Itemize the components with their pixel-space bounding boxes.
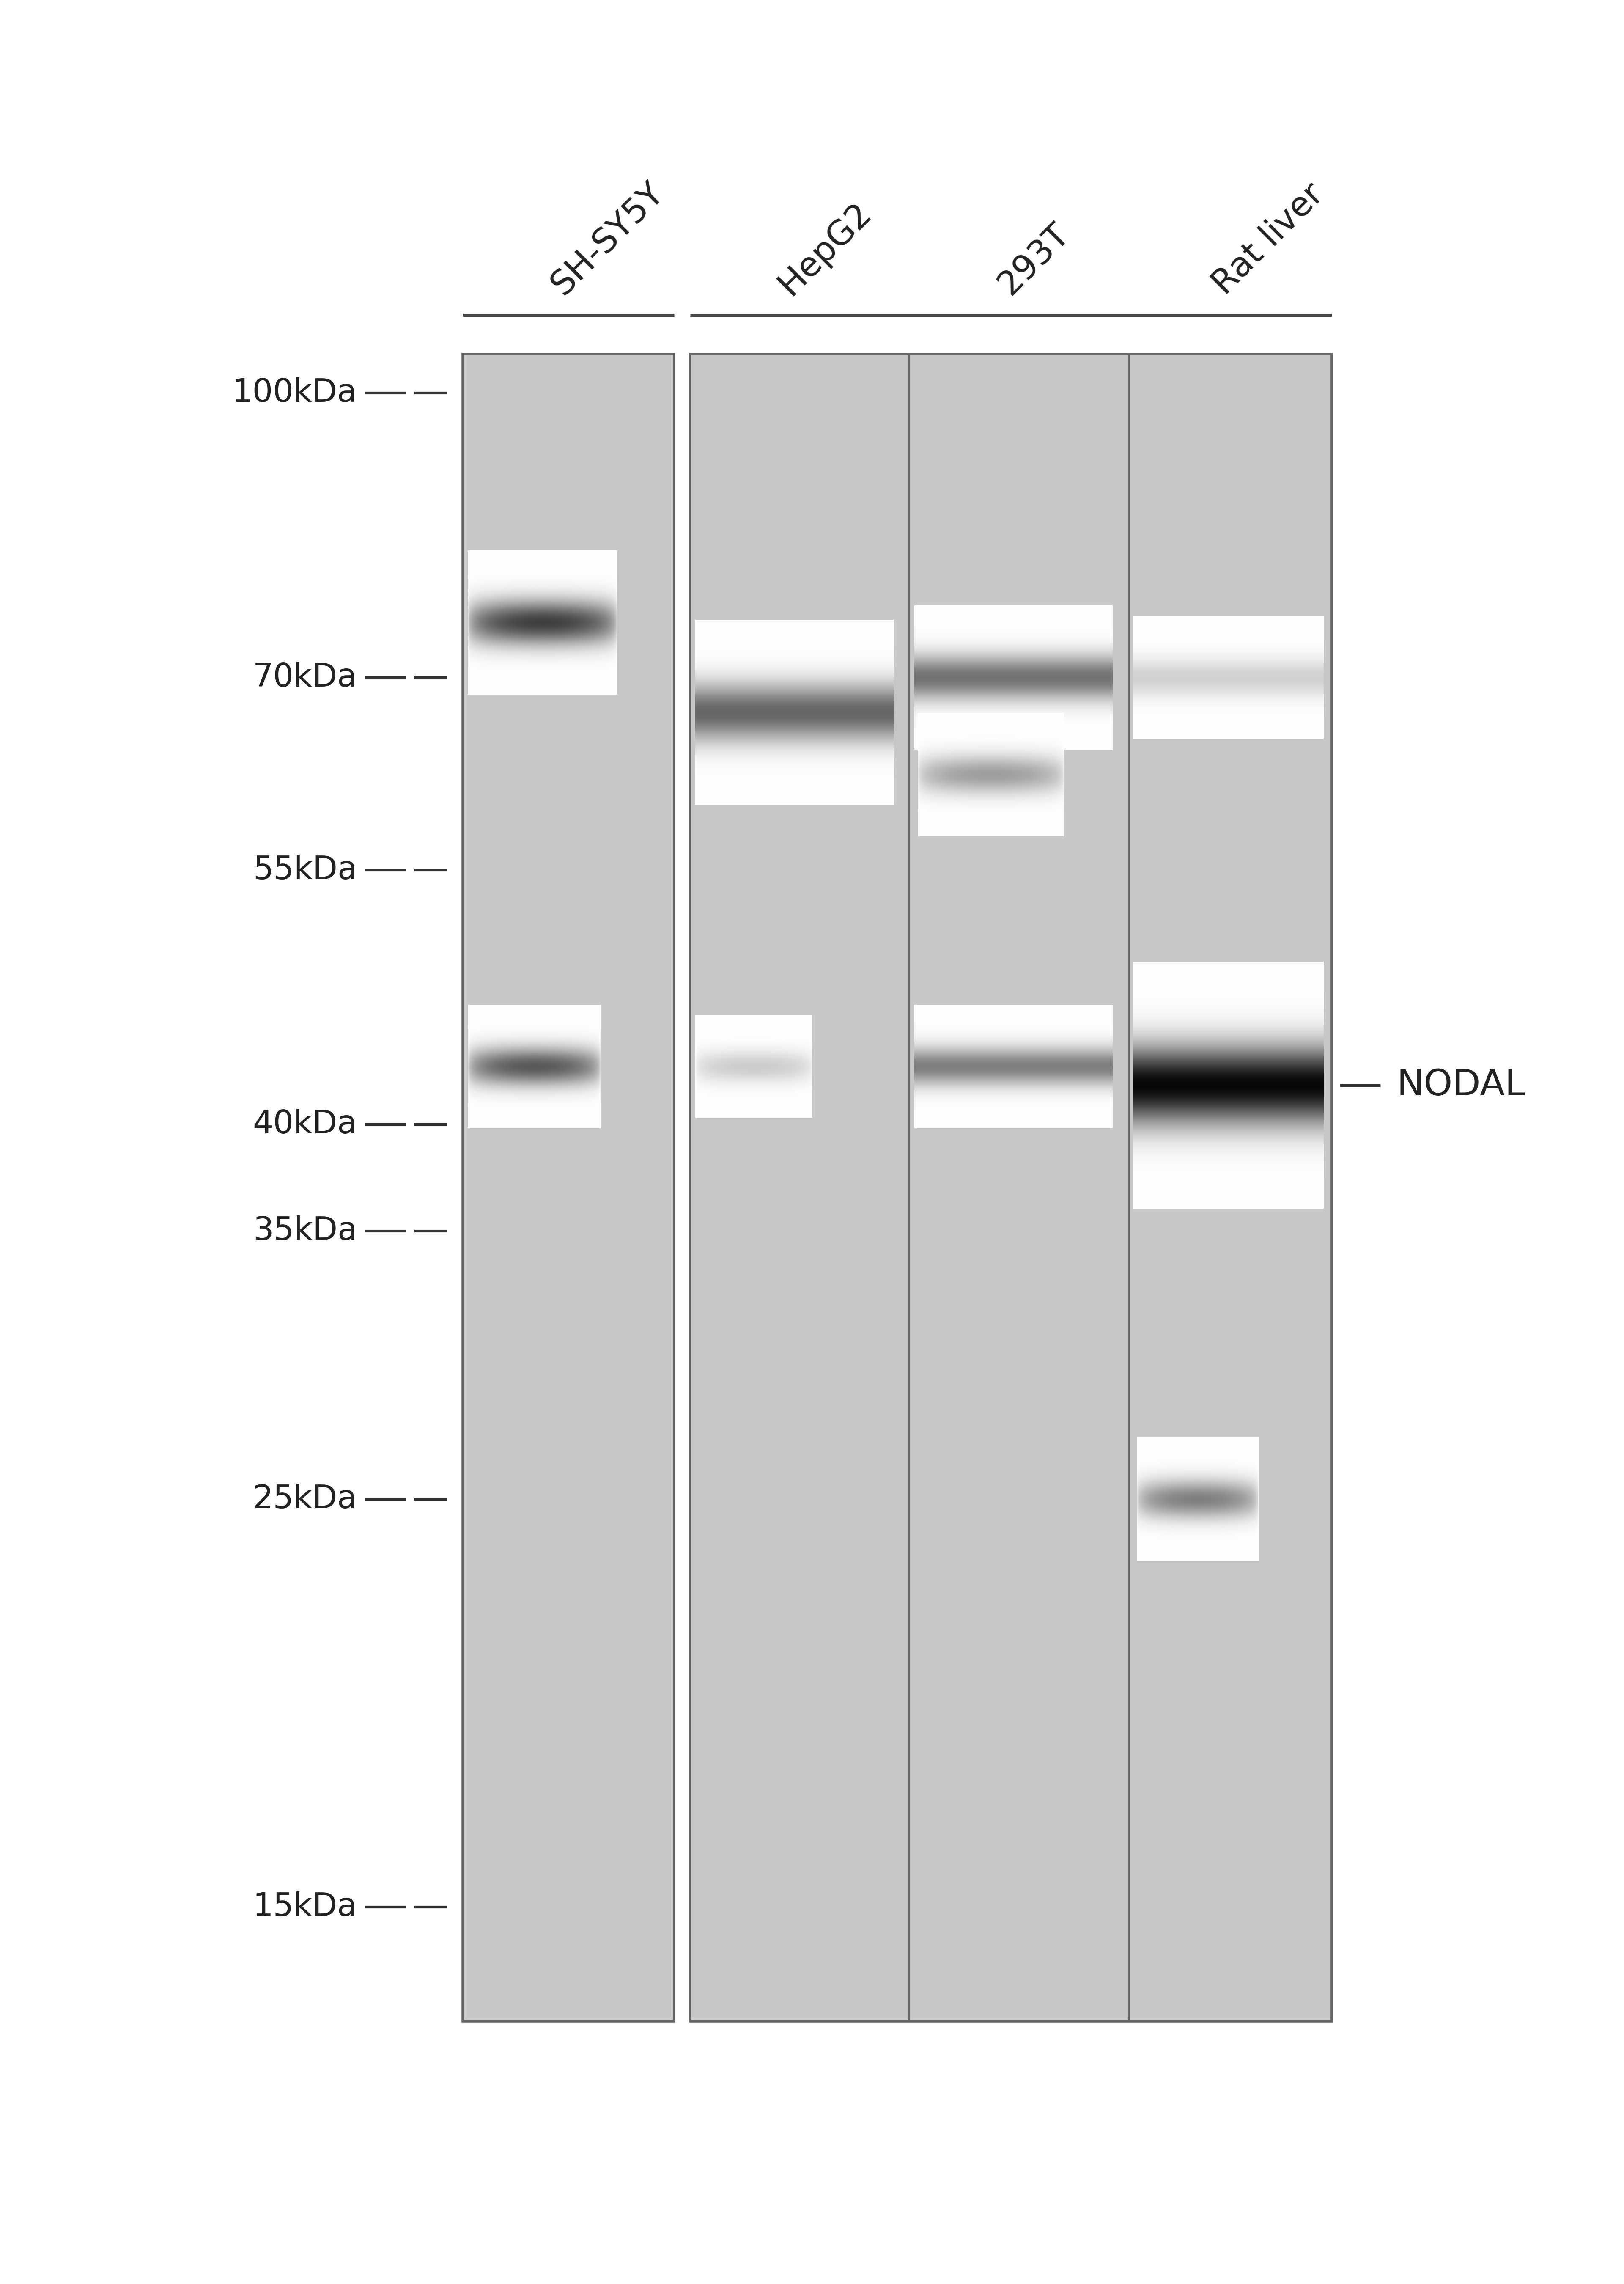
Text: 100kDa: 100kDa: [232, 377, 357, 409]
Text: 15kDa: 15kDa: [253, 1891, 357, 1923]
Text: 25kDa: 25kDa: [253, 1485, 357, 1514]
Bar: [690, 354, 1332, 2021]
Text: 70kDa: 70kDa: [253, 662, 357, 694]
Text: NODAL: NODAL: [1397, 1069, 1525, 1103]
Text: 293T: 293T: [992, 217, 1075, 301]
Text: SH-SY5Y: SH-SY5Y: [546, 176, 671, 301]
Text: 55kDa: 55kDa: [253, 854, 357, 886]
Text: 40kDa: 40kDa: [253, 1108, 357, 1140]
Text: Rat liver: Rat liver: [1207, 178, 1330, 301]
Bar: [463, 354, 674, 2021]
Text: HepG2: HepG2: [773, 196, 879, 301]
Text: 35kDa: 35kDa: [253, 1215, 357, 1247]
